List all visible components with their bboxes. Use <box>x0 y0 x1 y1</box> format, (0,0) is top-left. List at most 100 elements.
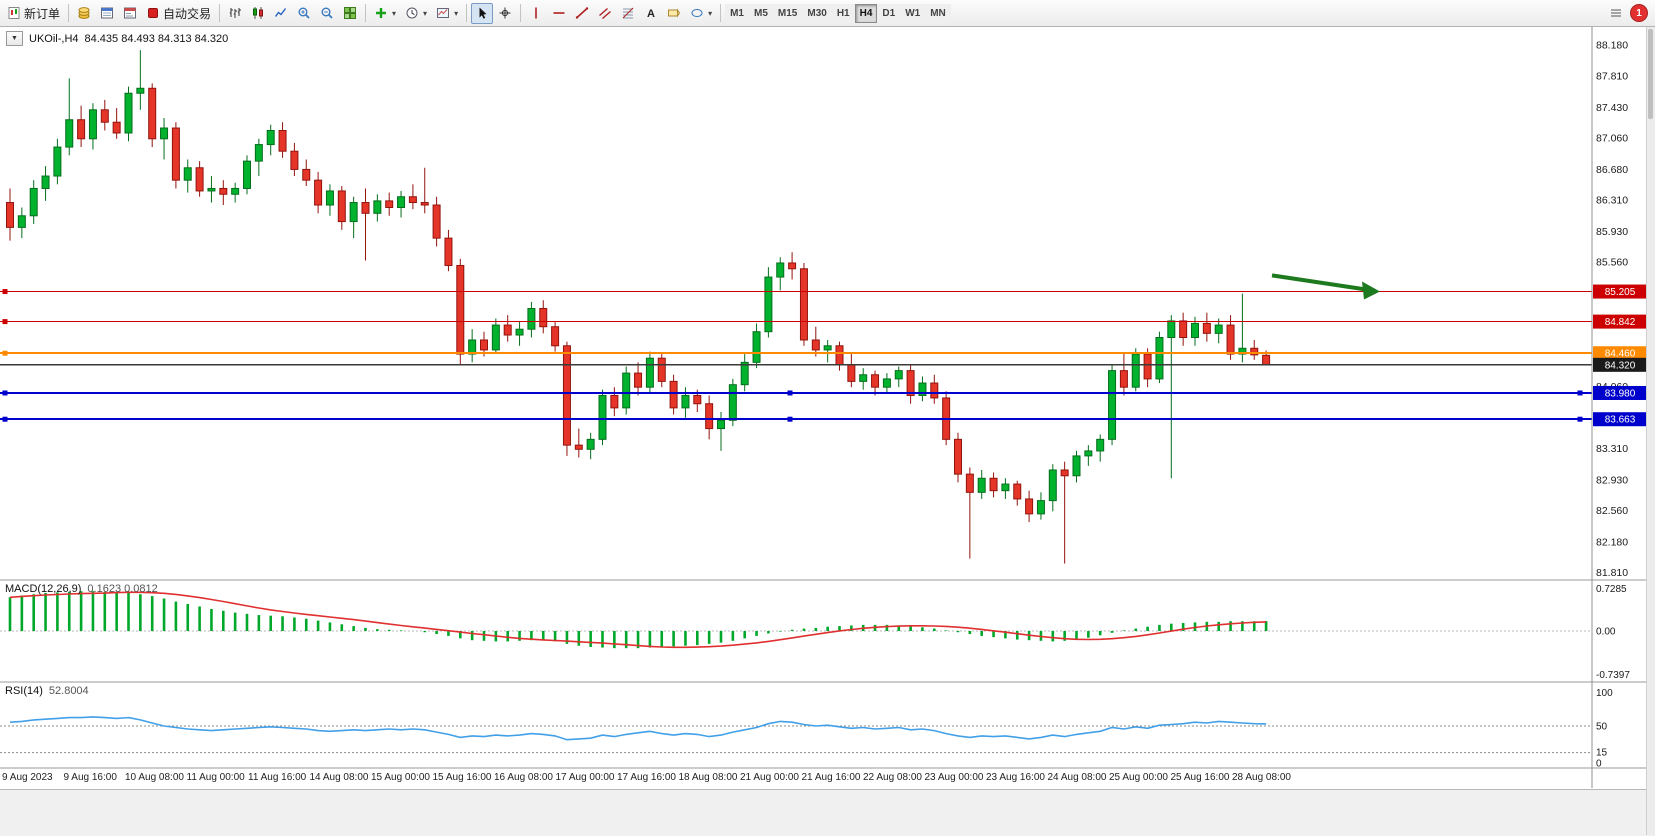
timeframe-m1-button[interactable]: M1 <box>725 3 749 23</box>
data-window-button[interactable] <box>96 3 118 24</box>
new-order-icon <box>8 7 20 19</box>
rsi-panel[interactable]: 100 50 150 <box>0 688 1613 770</box>
timeframe-d1-button[interactable]: D1 <box>877 3 901 23</box>
notification-badge[interactable]: 1 <box>1630 4 1648 22</box>
macd-panel[interactable]: 0.7285 0.00 -0.7397 <box>0 584 1630 681</box>
hline-84.842[interactable] <box>0 319 1592 325</box>
navigator-icon <box>124 7 137 19</box>
svg-text:84.320: 84.320 <box>1605 360 1636 371</box>
price-badge-85.205: 85.205 <box>1593 284 1648 299</box>
line-chart-icon <box>274 8 287 17</box>
svg-text:86.680: 86.680 <box>1596 164 1628 176</box>
arrow-annotation[interactable] <box>1271 273 1380 300</box>
toolbar: 新订单 自动交易 ▾ ▾ ▾ <box>0 0 1655 27</box>
svg-text:83.980: 83.980 <box>1605 388 1636 399</box>
time-axis-label: 22 Aug 08:00 <box>863 772 922 783</box>
vertical-line-tool-button[interactable] <box>525 3 547 24</box>
autotrading-label: 自动交易 <box>163 6 212 21</box>
svg-text:-0.7397: -0.7397 <box>1596 670 1630 681</box>
svg-text:A: A <box>647 8 655 20</box>
bottom-filler <box>0 789 1655 836</box>
vertical-line-icon <box>535 7 537 19</box>
time-axis-label: 18 Aug 08:00 <box>678 772 738 783</box>
timeframe-mn-button[interactable]: MN <box>925 3 951 23</box>
time-axis-label: 15 Aug 00:00 <box>371 772 430 783</box>
label-tool-button[interactable] <box>663 3 685 24</box>
hline-83.663[interactable] <box>0 416 1592 422</box>
data-window-icon <box>101 7 114 19</box>
price-badge-83.980: 83.980 <box>1593 385 1648 400</box>
svg-text:87.060: 87.060 <box>1596 132 1628 144</box>
clock-icon <box>406 7 418 19</box>
autotrading-icon <box>148 8 159 18</box>
templates-button[interactable]: ▾ <box>432 3 462 24</box>
text-tool-button[interactable]: A <box>640 3 662 24</box>
chart-symbol-dropdown-button[interactable]: ▼ <box>6 31 23 46</box>
macd-indicator-name: MACD(12,26,9) <box>5 583 82 595</box>
bar-chart-icon <box>229 8 242 18</box>
svg-text:81.810: 81.810 <box>1596 567 1628 579</box>
chart-header: ▼ UKOil-,H4 84.435 84.493 84.313 84.320 <box>6 31 228 46</box>
cursor-button[interactable] <box>471 2 494 24</box>
toolbar-separator <box>68 4 70 22</box>
vertical-scrollbar[interactable] <box>1646 27 1655 835</box>
channel-tool-button[interactable] <box>594 3 616 24</box>
time-axis-label: 23 Aug 16:00 <box>986 772 1045 783</box>
svg-text:87.810: 87.810 <box>1596 70 1628 82</box>
autotrading-button[interactable]: 自动交易 <box>142 3 215 24</box>
zoom-in-button[interactable] <box>293 3 315 24</box>
periods-button[interactable]: ▾ <box>401 3 431 24</box>
svg-text:88.180: 88.180 <box>1596 40 1628 52</box>
price-badge-84.842: 84.842 <box>1593 314 1648 329</box>
timeframe-m30-button[interactable]: M30 <box>802 3 832 23</box>
svg-text:83.663: 83.663 <box>1605 415 1636 426</box>
cursor-arrow-icon <box>479 7 487 19</box>
candlestick-chart-button[interactable] <box>247 3 269 24</box>
dropdown-caret-icon: ▾ <box>454 8 459 18</box>
svg-text:86.310: 86.310 <box>1596 195 1628 207</box>
candlesticks[interactable] <box>6 50 1271 564</box>
indicators-button[interactable]: ▾ <box>370 3 400 24</box>
time-axis-label: 24 Aug 08:00 <box>1047 772 1107 783</box>
shapes-tool-button[interactable]: ▾ <box>686 3 716 24</box>
navigator-button[interactable] <box>119 3 141 24</box>
timeframe-m15-button[interactable]: M15 <box>772 3 803 23</box>
tile-windows-icon <box>344 7 357 19</box>
fibonacci-icon <box>622 7 634 19</box>
svg-text:84.460: 84.460 <box>1605 349 1636 360</box>
hline-83.980[interactable] <box>0 390 1592 396</box>
hline-85.205[interactable] <box>0 289 1592 295</box>
rsi-indicator-name: RSI(14) <box>5 685 43 697</box>
line-chart-button[interactable] <box>270 3 292 24</box>
hline-84.460[interactable] <box>0 350 1592 356</box>
bar-chart-button[interactable] <box>224 3 246 24</box>
time-axis-label: 10 Aug 08:00 <box>125 772 184 783</box>
tile-windows-button[interactable] <box>339 3 361 24</box>
svg-text:87.430: 87.430 <box>1596 102 1628 114</box>
svg-text:82.560: 82.560 <box>1596 505 1628 517</box>
fibonacci-tool-button[interactable] <box>617 3 639 24</box>
timeframe-m5-button[interactable]: M5 <box>749 3 773 23</box>
macd-indicator-values: 0.1623 0.0812 <box>87 583 158 595</box>
zoom-out-icon <box>321 7 333 19</box>
new-order-button[interactable]: 新订单 <box>3 3 64 24</box>
toolbar-separator <box>365 4 367 22</box>
text-icon: A <box>647 8 655 20</box>
horizontal-line-tool-button[interactable] <box>548 3 570 24</box>
svg-text:50: 50 <box>1596 722 1608 733</box>
quick-menu-button[interactable] <box>1605 3 1627 24</box>
crosshair-button[interactable] <box>494 3 516 24</box>
trendline-tool-button[interactable] <box>571 3 593 24</box>
timeframe-h4-button[interactable]: H4 <box>854 3 878 23</box>
svg-text:100: 100 <box>1596 688 1613 699</box>
market-watch-button[interactable] <box>73 3 95 24</box>
template-image-icon <box>437 8 450 18</box>
indicators-plus-icon <box>376 8 387 18</box>
timeframe-h1-button[interactable]: H1 <box>831 3 855 23</box>
timeframe-w1-button[interactable]: W1 <box>900 3 926 23</box>
chart-symbol-title: UKOil-,H4 <box>29 32 79 45</box>
zoom-out-button[interactable] <box>316 3 338 24</box>
zoom-in-icon <box>298 7 310 19</box>
scrollbar-thumb[interactable] <box>1648 29 1653 119</box>
